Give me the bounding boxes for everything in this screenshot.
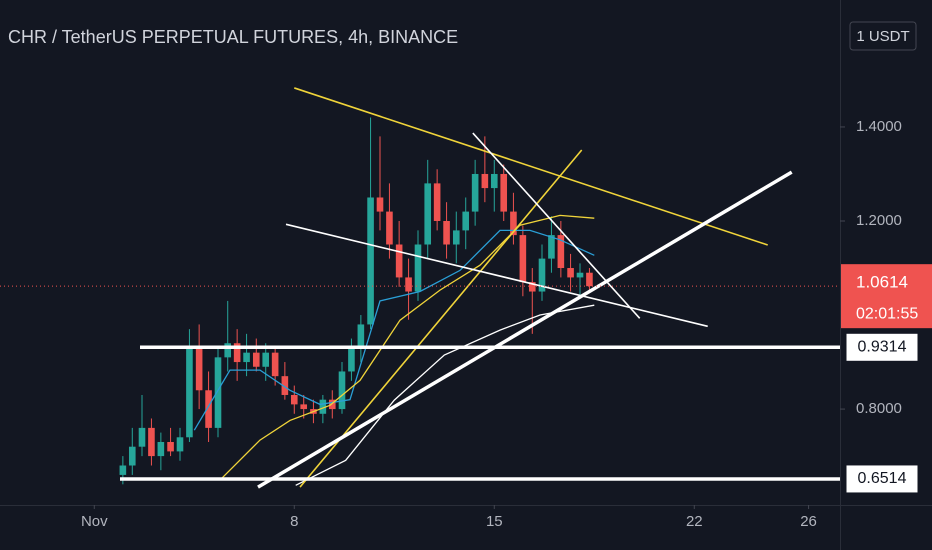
candle-body	[243, 352, 250, 363]
x-tick-label: 22	[686, 513, 703, 530]
moving-average	[193, 229, 595, 431]
x-tick-label: Nov	[81, 513, 108, 530]
candle-body	[348, 347, 355, 372]
candle-body	[576, 272, 584, 278]
level-label-box	[845, 464, 919, 494]
candle-body	[490, 173, 498, 189]
last-price-box	[841, 264, 932, 329]
candle-body	[338, 371, 346, 410]
candle-body	[567, 268, 574, 278]
candle-body	[252, 352, 260, 367]
currency[interactable]: 1 USDT	[856, 28, 909, 45]
candle-body	[471, 173, 479, 212]
candle-body	[367, 197, 374, 325]
currency-box[interactable]	[849, 21, 917, 51]
candle-body	[262, 352, 270, 367]
candle-body	[376, 197, 384, 212]
candle-body	[148, 427, 155, 457]
trend-line	[257, 170, 793, 489]
x-tick-label: 8	[290, 513, 298, 530]
candle-body	[300, 404, 308, 410]
trend-line	[299, 149, 583, 488]
y-tick-label: 0.8000	[856, 400, 902, 417]
candle-body	[395, 244, 403, 278]
candle-body	[414, 244, 422, 292]
candle-body	[290, 394, 298, 405]
countdown: 02:01:55	[856, 305, 918, 322]
x-tick-label: 26	[800, 513, 817, 530]
candle-body	[443, 220, 450, 245]
candle-body	[186, 347, 193, 438]
candle-body	[386, 211, 393, 245]
y-tick-label: 1.2000	[856, 212, 902, 229]
candle-body	[119, 465, 127, 475]
candle-body	[357, 324, 365, 348]
candle-body	[538, 258, 546, 292]
candle-body	[424, 183, 432, 245]
candle-body	[548, 235, 555, 259]
candle-body	[452, 230, 460, 245]
candle-body	[328, 399, 336, 410]
candle-body	[157, 441, 165, 457]
candle-body	[281, 376, 289, 395]
candle-body	[138, 427, 146, 447]
trend-line	[294, 87, 768, 246]
chart-title: CHR / TetherUS PERPETUAL FUTURES, 4h, BI…	[8, 27, 458, 47]
y-tick-label: 1.4000	[856, 118, 902, 135]
candle-body	[586, 272, 593, 287]
level-label: 0.6514	[858, 470, 907, 487]
candle-body	[405, 277, 412, 292]
candle-body	[233, 343, 241, 363]
candle-body	[319, 399, 327, 414]
candle-body	[519, 235, 527, 283]
candle-body	[205, 390, 212, 428]
level-label: 0.9314	[858, 339, 907, 356]
candle-body	[224, 343, 232, 358]
candle-body	[462, 211, 470, 231]
candle-body	[433, 183, 441, 221]
trend-line	[285, 223, 708, 328]
x-tick-label: 15	[486, 513, 503, 530]
candle-body	[167, 441, 174, 452]
candle-body	[128, 446, 136, 466]
candle-body	[557, 235, 565, 269]
moving-average	[295, 304, 595, 486]
candle-body	[528, 282, 536, 292]
candle-body	[481, 173, 489, 189]
candle-body	[214, 357, 222, 428]
candle-body	[500, 173, 508, 212]
candle-body	[510, 211, 517, 236]
last-price-label: 1.0614	[856, 273, 908, 292]
moving-average	[219, 214, 595, 481]
level-label-box	[845, 332, 919, 362]
candle-body	[195, 347, 203, 391]
candle-body	[271, 352, 279, 377]
candle-body	[176, 437, 184, 452]
trend-line	[472, 132, 641, 319]
